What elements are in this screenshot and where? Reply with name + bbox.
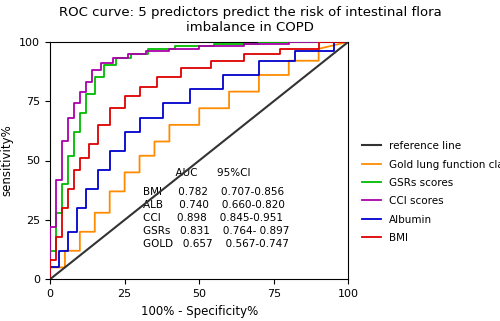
Legend: reference line, Gold lung function classification, GSRs scores, CCI scores, Albu: reference line, Gold lung function class…: [358, 137, 500, 247]
Text: CCI     0.898    0.845-0.951: CCI 0.898 0.845-0.951: [142, 213, 282, 223]
Text: AUC      95%CI: AUC 95%CI: [142, 168, 250, 178]
X-axis label: 100% - Specificity%: 100% - Specificity%: [140, 305, 258, 317]
Text: BMI     0.782    0.707-0.856: BMI 0.782 0.707-0.856: [142, 187, 284, 197]
Y-axis label: sensitivity%: sensitivity%: [0, 125, 14, 196]
Text: GSRs   0.831    0.764- 0.897: GSRs 0.831 0.764- 0.897: [142, 226, 289, 236]
Text: ALB     0.740    0.660-0.820: ALB 0.740 0.660-0.820: [142, 200, 284, 210]
Text: GOLD   0.657    0.567-0.747: GOLD 0.657 0.567-0.747: [142, 239, 288, 249]
Text: ROC curve: 5 predictors predict the risk of intestinal flora
imbalance in COPD: ROC curve: 5 predictors predict the risk…: [58, 6, 442, 34]
